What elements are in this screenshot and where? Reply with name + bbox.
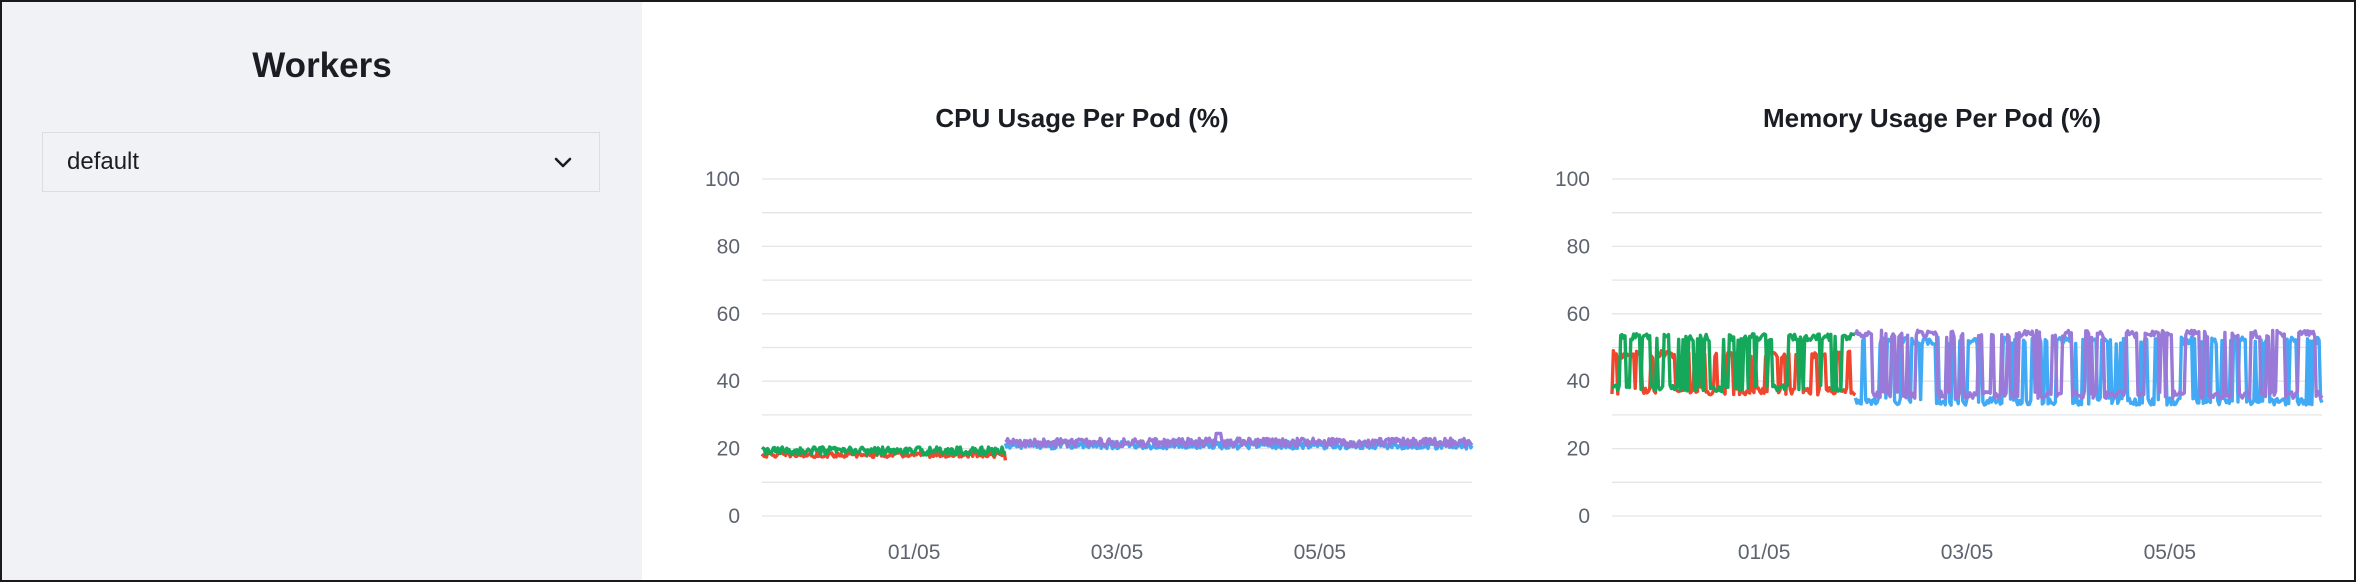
series-line [1003,439,1474,451]
series-line [1853,335,2324,407]
sidebar: Workers default [2,2,642,580]
y-tick-label: 0 [728,505,740,528]
cpu-usage-chart: CPU Usage Per Pod (%) 0 20 40 60 80 100 01/05 0… [682,2,1482,580]
y-tick-label: 20 [1567,438,1590,461]
worker-select-value: default [67,148,140,175]
x-tick-label: 01/05 [1738,541,1791,564]
y-tick-label: 0 [1578,505,1590,528]
series-line [1853,328,2324,400]
y-tick-label: 80 [1567,235,1590,258]
series-line [1611,332,1857,394]
sidebar-title: Workers [252,46,392,85]
series-line [1610,349,1857,397]
y-tick-label: 100 [705,168,740,191]
worker-select[interactable]: default [42,132,600,192]
y-tick-label: 100 [1555,168,1590,191]
x-tick-label: 01/05 [888,541,941,564]
x-tick-label: 05/05 [1294,541,1347,564]
chevron-down-icon [554,157,572,168]
x-tick-label: 05/05 [2144,541,2197,564]
x-tick-label: 03/05 [1091,541,1144,564]
y-tick-label: 60 [717,303,740,326]
series-line [760,445,1006,457]
y-tick-label: 80 [717,235,740,258]
y-tick-label: 40 [1567,370,1590,393]
chart-title: CPU Usage Per Pod (%) [935,103,1229,133]
y-tick-label: 60 [1567,303,1590,326]
cpu-usage-plot: 0 20 40 60 80 100 01/05 03/05 05/05 [705,168,1474,564]
y-tick-label: 40 [717,370,740,393]
y-tick-label: 20 [717,438,740,461]
chart-title: Memory Usage Per Pod (%) [1762,103,2102,133]
series-line [1004,431,1474,449]
memory-usage-chart: Memory Usage Per Pod (%) 0 20 40 60 80 100 01/… [1532,2,2332,580]
memory-usage-plot: 0 20 40 60 80 100 01/05 03/05 05/05 [1555,168,2324,564]
x-tick-label: 03/05 [1941,541,1994,564]
